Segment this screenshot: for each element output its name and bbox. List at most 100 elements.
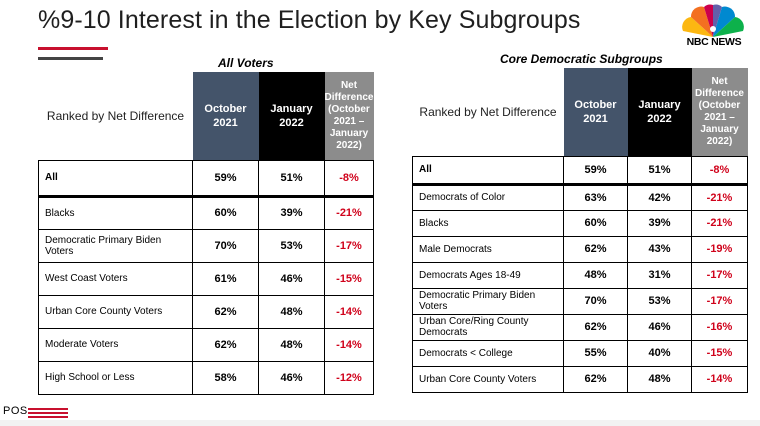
net-difference-value: -14% xyxy=(691,365,748,393)
row-label: Democrats < College xyxy=(412,339,564,367)
row-label: High School or Less xyxy=(38,360,193,395)
january-value: 46% xyxy=(627,313,692,341)
col-net-difference: Net Difference (October 2021 – January 2… xyxy=(324,72,374,160)
net-difference-value: -17% xyxy=(324,228,374,263)
january-value: 39% xyxy=(258,195,325,230)
title-accent-red xyxy=(38,47,108,50)
october-value: 59% xyxy=(192,159,259,198)
january-value: 43% xyxy=(627,235,692,263)
footer-band xyxy=(0,420,760,426)
october-value: 55% xyxy=(563,339,628,367)
net-difference-value: -14% xyxy=(324,327,374,362)
october-value: 62% xyxy=(192,294,259,329)
row-label: Urban Core County Voters xyxy=(38,294,193,329)
table-row: Urban Core County Voters 62% 48% -14% xyxy=(412,365,748,393)
table-row: All 59% 51% -8% xyxy=(38,159,374,198)
row-label: Male Democrats xyxy=(412,235,564,263)
net-difference-value: -19% xyxy=(691,235,748,263)
net-difference-value: -16% xyxy=(691,313,748,341)
net-difference-value: -15% xyxy=(691,339,748,367)
row-label: Urban Core/Ring County Democrats xyxy=(412,313,564,341)
january-value: 39% xyxy=(627,209,692,237)
january-value: 53% xyxy=(627,287,692,315)
table-row: West Coast Voters 61% 46% -15% xyxy=(38,261,374,296)
table-row: Blacks 60% 39% -21% xyxy=(38,195,374,230)
ranked-label: Ranked by Net Difference xyxy=(419,104,557,119)
col-october: October 2021 xyxy=(563,68,628,156)
table-row: High School or Less 58% 46% -12% xyxy=(38,360,374,395)
january-value: 46% xyxy=(258,261,325,296)
october-value: 62% xyxy=(192,327,259,362)
october-value: 62% xyxy=(563,313,628,341)
table-row: Urban Core/Ring County Democrats 62% 46% -1… xyxy=(412,313,748,341)
october-value: 61% xyxy=(192,261,259,296)
net-difference-value: -17% xyxy=(691,261,748,289)
net-difference-value: -21% xyxy=(324,195,374,230)
ranked-label: Ranked by Net Difference xyxy=(46,108,185,123)
table-row: Democratic Primary Biden Voters 70% 53% -17… xyxy=(412,287,748,315)
october-value: 70% xyxy=(563,287,628,315)
title-accent-dark xyxy=(38,57,103,60)
january-value: 48% xyxy=(258,327,325,362)
net-difference-value: -21% xyxy=(691,183,748,211)
table-row: Democrats < College 55% 40% -15% xyxy=(412,339,748,367)
net-difference-value: -21% xyxy=(691,209,748,237)
col-january: January 2022 xyxy=(258,72,325,160)
table-row: Democratic Primary Biden Voters 70% 53% -17… xyxy=(38,228,374,263)
col-january: January 2022 xyxy=(627,68,692,156)
october-value: 70% xyxy=(192,228,259,263)
row-label: Moderate Voters xyxy=(38,327,193,362)
net-difference-value: -8% xyxy=(324,159,374,198)
core-dem-table: Ranked by Net Difference October 2021 Ja… xyxy=(412,68,748,393)
january-value: 40% xyxy=(627,339,692,367)
october-value: 62% xyxy=(563,365,628,393)
table-row: Democrats Ages 18-49 48% 31% -17% xyxy=(412,261,748,289)
row-label: Urban Core County Voters xyxy=(412,365,564,393)
row-label: Democrats Ages 18-49 xyxy=(412,261,564,289)
october-value: 59% xyxy=(563,155,628,186)
table-row: Male Democrats 62% 43% -19% xyxy=(412,235,748,263)
october-value: 60% xyxy=(563,209,628,237)
october-value: 58% xyxy=(192,360,259,395)
row-label: Democratic Primary Biden Voters xyxy=(38,228,193,263)
table-row: Democrats of Color 63% 42% -21% xyxy=(412,183,748,211)
table-row: All 59% 51% -8% xyxy=(412,155,748,186)
row-label: West Coast Voters xyxy=(38,261,193,296)
all-voters-title: All Voters xyxy=(218,56,274,70)
january-value: 42% xyxy=(627,183,692,211)
core-dem-title: Core Democratic Subgroups xyxy=(500,52,663,66)
net-difference-value: -17% xyxy=(691,287,748,315)
table-row: Urban Core County Voters 62% 48% -14% xyxy=(38,294,374,329)
october-value: 63% xyxy=(563,183,628,211)
january-value: 46% xyxy=(258,360,325,395)
october-value: 48% xyxy=(563,261,628,289)
pos-logo-text: POS xyxy=(3,405,28,417)
pos-logo-stripe xyxy=(28,408,68,410)
january-value: 51% xyxy=(258,159,325,198)
page-title: %9-10 Interest in the Election by Key Su… xyxy=(38,6,581,34)
row-label: All xyxy=(412,155,564,186)
october-value: 62% xyxy=(563,235,628,263)
pos-logo-stripe xyxy=(28,412,68,414)
nbc-peacock-icon xyxy=(682,4,744,37)
all-voters-table: Ranked by Net Difference October 2021 Ja… xyxy=(38,72,374,395)
table-row: Moderate Voters 62% 48% -14% xyxy=(38,327,374,362)
row-label: Democrats of Color xyxy=(412,183,564,211)
row-label: Blacks xyxy=(412,209,564,237)
january-value: 31% xyxy=(627,261,692,289)
net-difference-value: -15% xyxy=(324,261,374,296)
col-october: October 2021 xyxy=(192,72,259,160)
pos-logo-stripe xyxy=(28,416,68,418)
col-net-difference: Net Difference (October 2021 – January 2… xyxy=(691,68,748,156)
row-label: Democratic Primary Biden Voters xyxy=(412,287,564,315)
row-label: Blacks xyxy=(38,195,193,230)
table-row: Blacks 60% 39% -21% xyxy=(412,209,748,237)
nbc-news-logo-text: NBC NEWS xyxy=(686,36,742,48)
row-label: All xyxy=(38,159,193,198)
january-value: 48% xyxy=(627,365,692,393)
january-value: 51% xyxy=(627,155,692,186)
january-value: 48% xyxy=(258,294,325,329)
october-value: 60% xyxy=(192,195,259,230)
net-difference-value: -14% xyxy=(324,294,374,329)
net-difference-value: -12% xyxy=(324,360,374,395)
